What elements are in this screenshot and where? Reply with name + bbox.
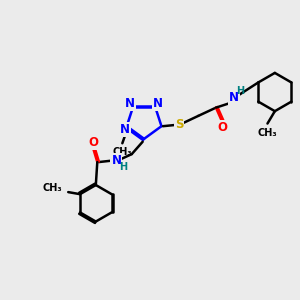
Text: S: S	[175, 118, 183, 131]
Text: H: H	[119, 162, 127, 172]
Text: N: N	[120, 123, 130, 136]
Text: N: N	[229, 91, 238, 104]
Text: N: N	[125, 97, 135, 110]
Text: N: N	[111, 154, 122, 167]
Text: O: O	[218, 121, 227, 134]
Text: CH₃: CH₃	[257, 128, 277, 138]
Text: O: O	[88, 136, 98, 149]
Text: N: N	[153, 97, 164, 110]
Text: CH₃: CH₃	[112, 147, 132, 157]
Text: H: H	[236, 86, 244, 96]
Text: CH₃: CH₃	[42, 183, 62, 193]
